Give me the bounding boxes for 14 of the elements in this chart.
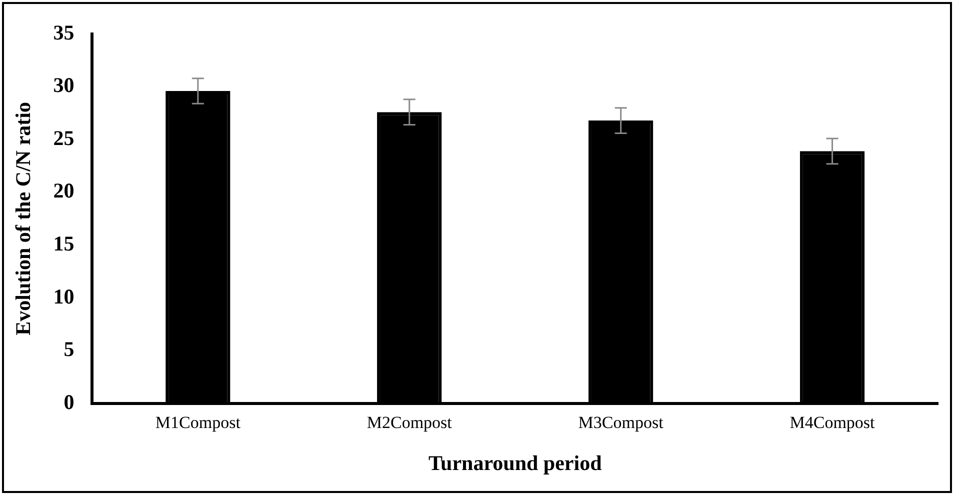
y-tick-label: 20 xyxy=(53,178,74,203)
y-tick-label: 15 xyxy=(53,232,74,256)
y-tick-label: 30 xyxy=(53,73,74,98)
x-axis-title: Turnaround period xyxy=(428,450,602,475)
x-tick-label: M3Compost xyxy=(578,413,664,432)
y-tick-label: 35 xyxy=(53,20,74,44)
y-tick-label: 25 xyxy=(53,126,74,150)
x-tick-label: M1Compost xyxy=(155,413,241,432)
x-tick-label: M2Compost xyxy=(366,413,452,432)
x-tick-label: M4Compost xyxy=(790,413,876,432)
y-tick-label: 0 xyxy=(64,390,74,414)
y-tick-label: 5 xyxy=(64,337,74,362)
y-tick-label: 10 xyxy=(53,284,74,308)
y-axis-title: Evolution of the C/N ratio xyxy=(11,102,36,336)
